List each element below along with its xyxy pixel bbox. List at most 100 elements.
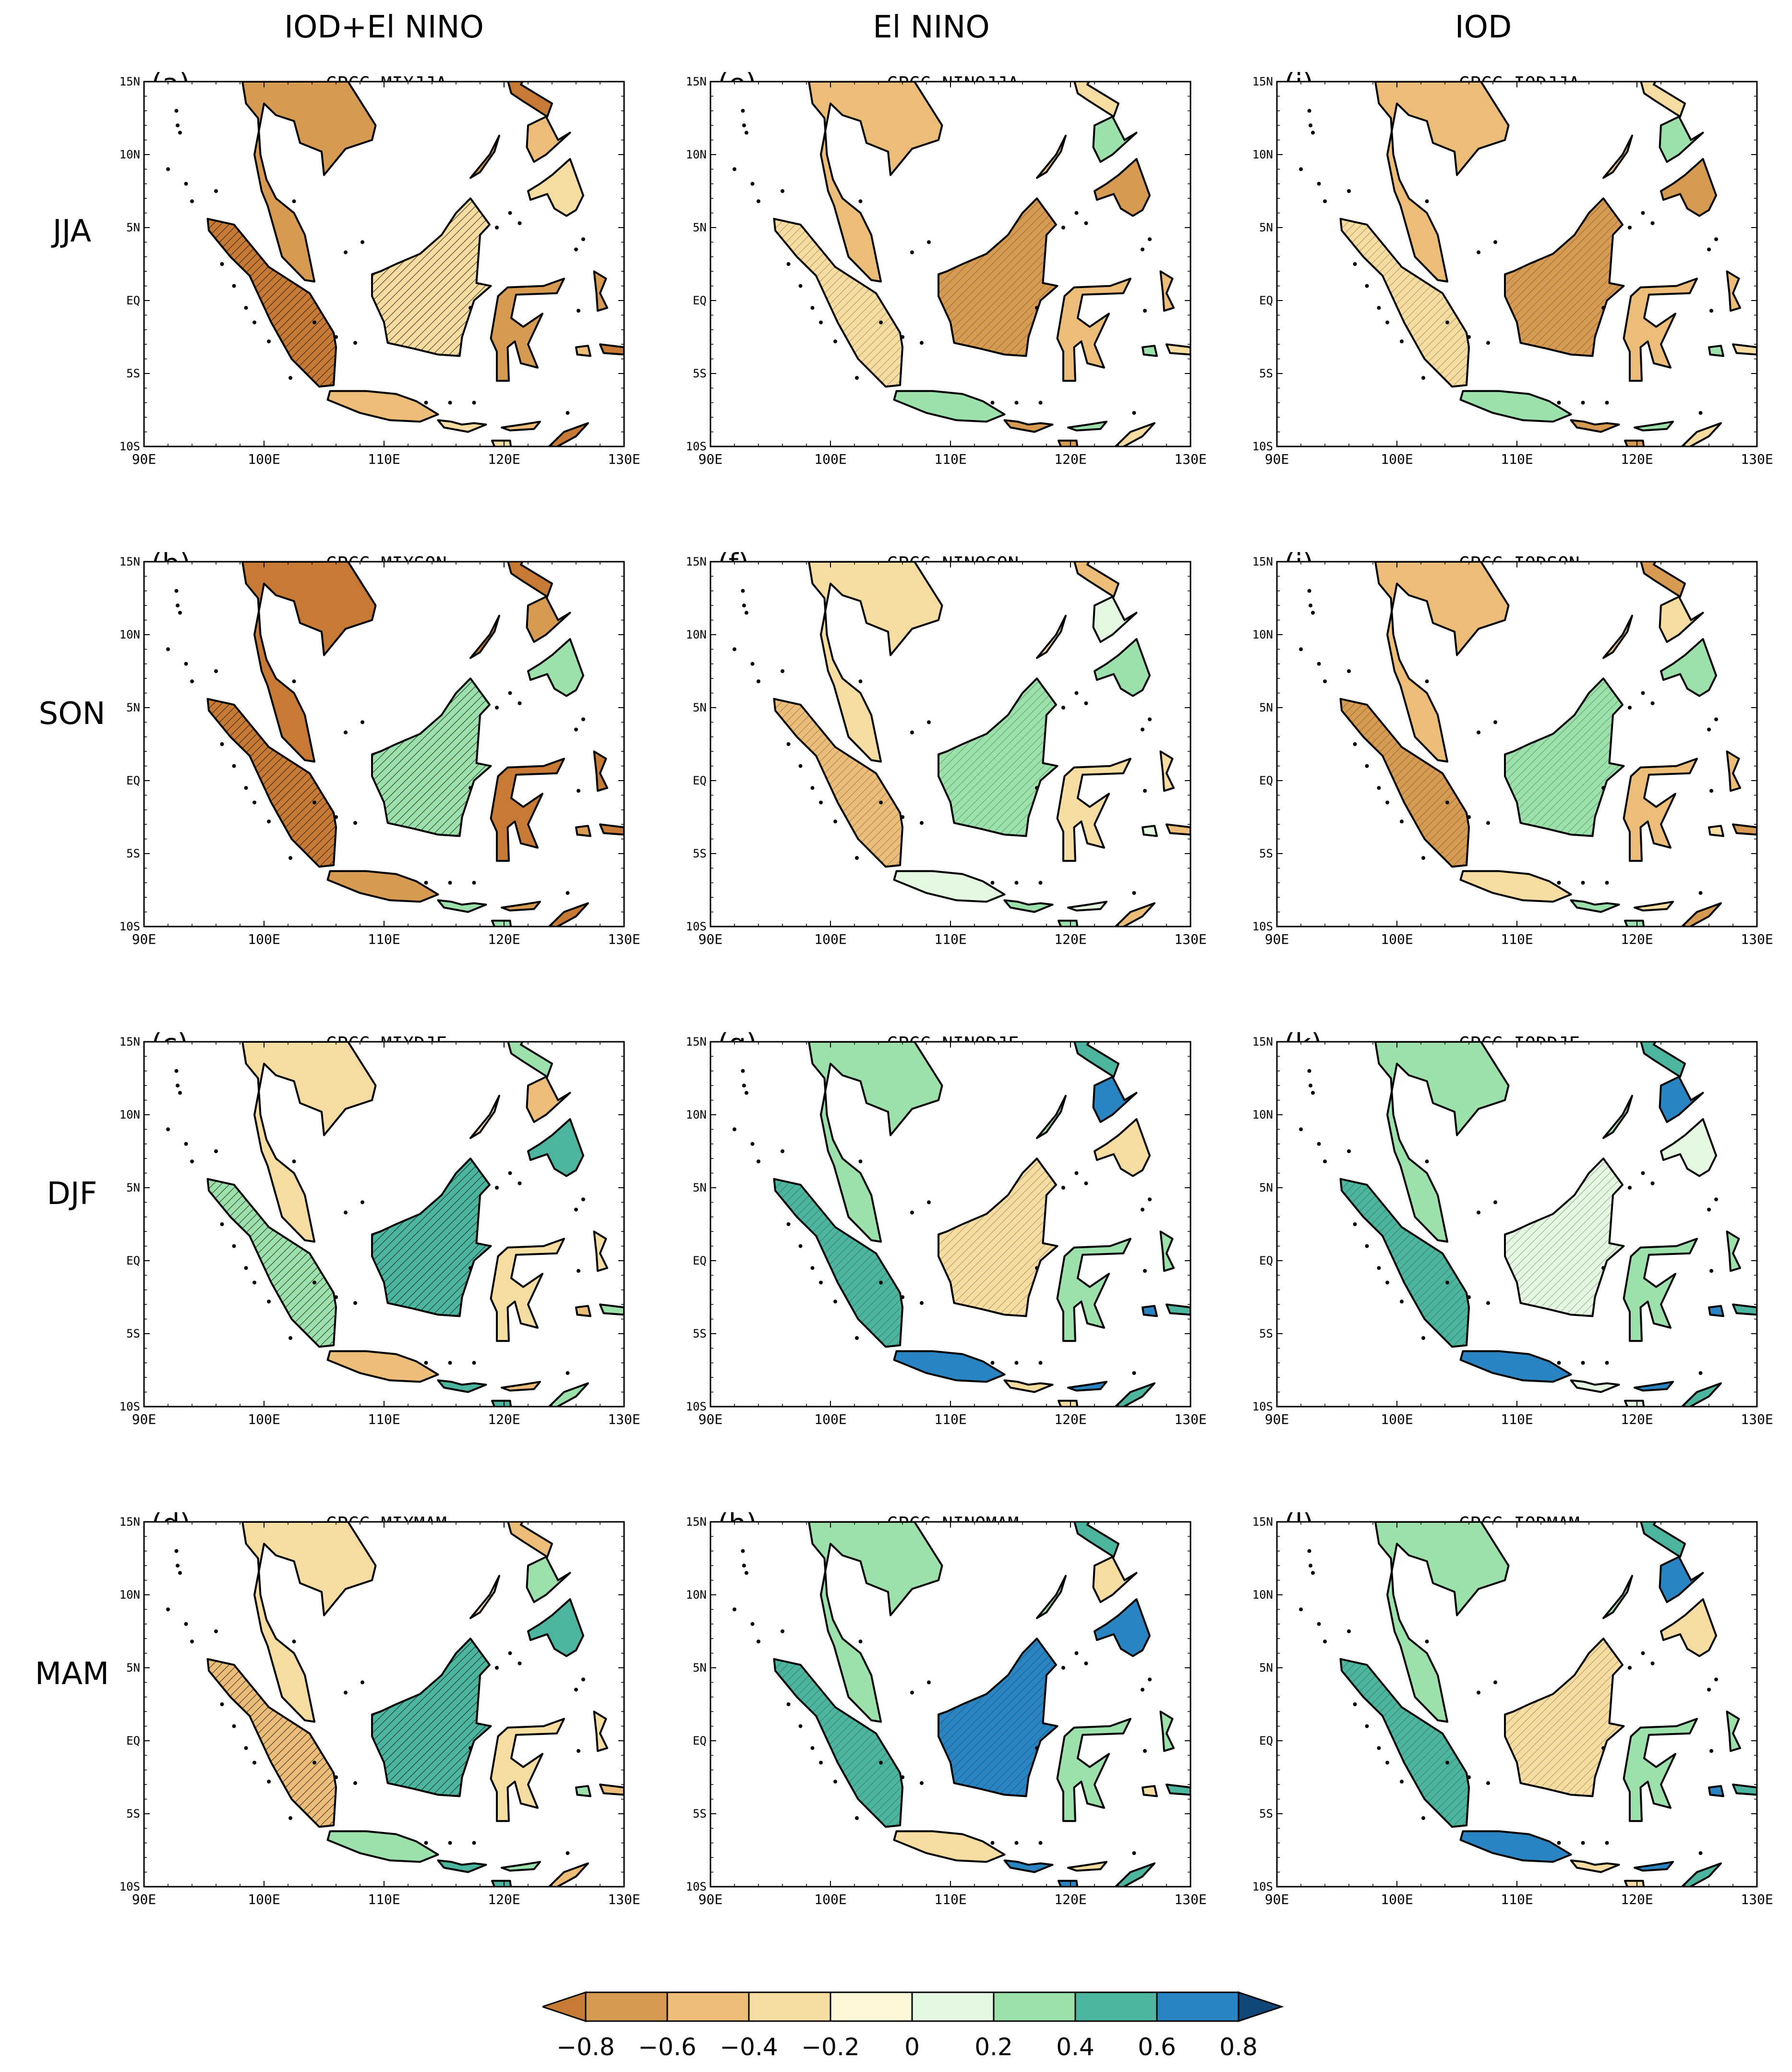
significance-hatch [774,699,902,867]
small-island [232,284,236,288]
land-sumba [1625,1400,1644,1407]
small-island [1309,603,1312,608]
colorbar-segment [585,1991,668,2022]
small-island [990,1361,995,1365]
lon-tick-label: 110E [934,1411,966,1427]
small-island [810,1266,815,1270]
land-timor [1115,423,1155,446]
small-island [1581,400,1585,405]
lon-tick-label: 90E [1265,931,1289,947]
small-island [1014,1361,1019,1365]
significance-hatch [372,1638,491,1796]
small-island [220,742,224,746]
small-island [574,727,578,732]
small-island [495,1666,499,1670]
small-island [517,1661,522,1665]
small-island [640,1375,644,1379]
small-island [1709,789,1713,793]
small-island [798,764,803,768]
lon-tick-label: 130E [1741,931,1773,947]
small-island [448,880,452,885]
lat-tick-label: 15N [1252,1515,1273,1529]
small-island [858,199,863,204]
lat-tick-label: 5N [693,221,707,234]
small-island [1038,400,1043,405]
small-island [781,669,784,673]
land-buru [1143,346,1157,356]
small-island [253,1280,256,1285]
lon-tick-label: 130E [608,1891,640,1907]
small-island [1148,1197,1152,1202]
lat-tick-label: 5S [1259,1807,1273,1820]
small-island [1143,309,1147,313]
small-island [1207,415,1211,419]
lat-tick-label: 10N [1252,1588,1273,1602]
small-island [1365,1244,1369,1248]
significance-hatch [1505,1638,1624,1796]
small-island [472,880,476,885]
small-island [927,1680,931,1685]
small-island [879,1760,883,1765]
small-island [424,400,428,405]
small-island [1141,1687,1144,1692]
small-island [901,815,904,819]
small-island [289,376,292,380]
small-island [1307,1549,1311,1553]
small-island [517,1181,522,1185]
colorbar-segment [830,1991,913,2022]
small-island [781,1629,784,1633]
small-island [190,199,194,204]
significance-hatch [207,1179,336,1347]
small-island [577,1269,580,1273]
lat-tick-label: 10N [686,1108,707,1121]
land-luzon [1074,1042,1118,1077]
small-island [733,1607,736,1612]
small-island [910,250,914,254]
small-island [267,819,271,824]
small-island [1074,691,1079,695]
small-island [289,856,292,860]
lon-tick-label: 100E [1381,1411,1413,1427]
small-island [920,821,924,825]
small-island [901,1775,904,1779]
small-island [733,647,736,651]
lat-tick-label: EQ [126,1254,140,1267]
column-title-iod: IOD [1455,10,1512,45]
land-java [327,391,438,422]
small-island [232,1724,236,1728]
lon-tick-label: 120E [1621,1411,1653,1427]
land-buru [576,1306,590,1316]
lon-tick-label: 90E [1265,1891,1289,1907]
small-island [798,1724,803,1728]
small-island [901,335,904,339]
small-island [1400,819,1404,824]
land-buru [1143,1306,1157,1316]
small-island [495,706,499,710]
lon-tick-label: 100E [814,931,846,947]
lat-tick-label: 5N [1259,701,1273,714]
small-island [781,1149,784,1153]
lon-tick-label: 110E [368,1411,400,1427]
small-island [166,1127,170,1132]
small-island [733,167,736,171]
small-island [833,819,837,824]
lon-tick-label: 110E [934,1891,966,1907]
small-island [220,1702,224,1706]
small-island [1486,1301,1490,1305]
small-island [1299,647,1303,651]
lat-tick-label: 15N [1252,1035,1273,1048]
land-luzon [1641,562,1685,597]
small-island [1148,717,1152,722]
small-island [1641,691,1645,695]
small-island [833,1780,837,1784]
small-island [1132,411,1136,415]
land-buru [1143,826,1157,836]
small-island [174,1549,179,1553]
lon-tick-label: 100E [248,1891,280,1907]
significance-hatch [1505,678,1624,836]
small-island [176,603,180,608]
lat-tick-label: 10S [1252,1880,1273,1893]
